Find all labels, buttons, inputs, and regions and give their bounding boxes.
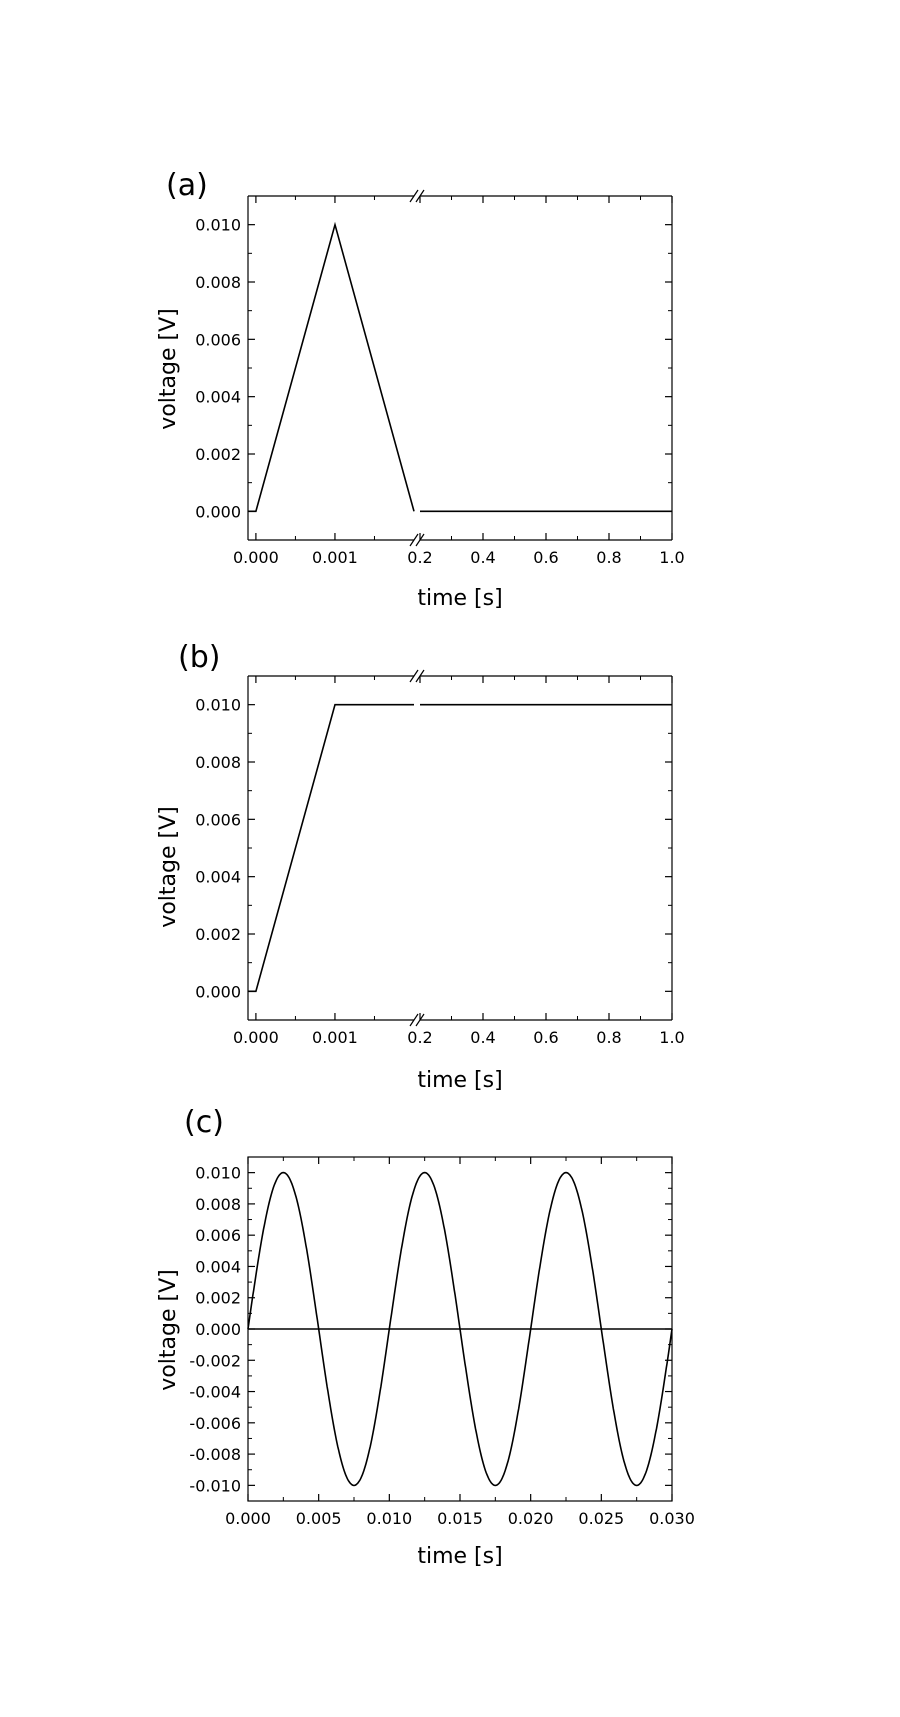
panel-c-xlabel: time [s] [417, 1544, 502, 1569]
panel-c-xtick-label: 0.015 [437, 1509, 483, 1528]
panel-a-ytick-label: 0.002 [195, 445, 241, 464]
panel-c-xtick-label: 0.005 [296, 1509, 342, 1528]
panel-b-ytick-label: 0.002 [195, 925, 241, 944]
panel-c-xtick-label: 0.025 [578, 1509, 624, 1528]
panel-a-xtick-label: 0.8 [596, 548, 621, 567]
panel-a-xlabel: time [s] [417, 586, 502, 611]
panel-a-ytick-label: 0.000 [195, 502, 241, 521]
panel-b-break-mark-top-0 [409, 669, 419, 683]
panel-a-xtick-label: 0.2 [407, 548, 432, 567]
panel-c-ytick-label: 0.008 [195, 1195, 241, 1214]
panel-c-ytick-label: 0.006 [195, 1226, 241, 1245]
panel-c-ytick-label: 0.010 [195, 1164, 241, 1183]
panel-c-ytick-label: 0.004 [195, 1257, 241, 1276]
panel-c-ytick-label: -0.010 [189, 1476, 241, 1495]
panel-b-xtick-label: 0.6 [533, 1028, 558, 1047]
panel-a-break-mark-bottom-0 [409, 533, 419, 547]
panel-a-ytick-label: 0.008 [195, 273, 241, 292]
panel-a-xtick-label: 0.4 [470, 548, 495, 567]
panel-a-ylabel: voltage [V] [156, 308, 181, 429]
panel-a-series-line-left [248, 221, 415, 513]
panel-b-xtick-label: 0.4 [470, 1028, 495, 1047]
panel-c-label: (c) [184, 1105, 224, 1140]
panel-a-xtick-label: 0.6 [533, 548, 558, 567]
panel-b-ytick-label: 0.004 [195, 868, 241, 887]
panel-b-ytick-label: 0.000 [195, 982, 241, 1001]
panel-a-ytick-label: 0.004 [195, 388, 241, 407]
panel-b-ytick-label: 0.006 [195, 810, 241, 829]
panel-a-label: (a) [166, 168, 208, 203]
panel-a-plot: 0.000 0.002 0.004 0.006 0.008 0.010 0.000 0.001… [195, 189, 685, 567]
panel-b-break-mark-bottom-0 [409, 1013, 419, 1027]
panel-b-ylabel: voltage [V] [156, 806, 181, 927]
panel-b-xtick-label: 0.8 [596, 1028, 621, 1047]
panel-a-xtick-label: 0.001 [312, 548, 358, 567]
panel-a-ytick-label: 0.006 [195, 330, 241, 349]
panel-c-ytick-label: -0.002 [189, 1351, 241, 1370]
panel-c-ytick-label: 0.000 [195, 1320, 241, 1339]
panel-c: (c) 0.010 0.008 0.006 0.004 0.002 0.000 -0.002… [156, 1105, 695, 1569]
panel-a-ytick-label: 0.010 [195, 216, 241, 235]
panel-a-xtick-label: 1.0 [659, 548, 684, 567]
panel-b-label: (b) [178, 640, 220, 675]
panel-c-ytick-label: -0.006 [189, 1414, 241, 1433]
panel-c-plot: 0.010 0.008 0.006 0.004 0.002 0.000 -0.002 -0.0… [189, 1156, 695, 1528]
panel-b-ytick-label: 0.010 [195, 696, 241, 715]
panel-b-xtick-label: 0.000 [233, 1028, 279, 1047]
panel-b-series-line-left [248, 703, 414, 993]
panel-a-break-mark-top-0 [409, 189, 419, 203]
panel-b-plot: 0.000 0.002 0.004 0.006 0.008 0.010 0.000 0.001… [195, 669, 685, 1047]
panel-a-xtick-label: 0.000 [233, 548, 279, 567]
panel-c-xtick-label: 0.010 [366, 1509, 412, 1528]
panel-c-xtick-label: 0.000 [225, 1509, 271, 1528]
panel-b-xtick-label: 0.2 [407, 1028, 432, 1047]
panel-c-xtick-label: 0.030 [649, 1509, 695, 1528]
panel-b-ytick-label: 0.008 [195, 753, 241, 772]
panel-c-xtick-label: 0.020 [508, 1509, 554, 1528]
panel-b-xlabel: time [s] [417, 1068, 502, 1093]
panel-c-ytick-label: 0.002 [195, 1289, 241, 1308]
panel-b-xtick-label: 1.0 [659, 1028, 684, 1047]
panel-c-ylabel: voltage [V] [156, 1269, 181, 1390]
panel-c-ytick-label: -0.004 [189, 1383, 241, 1402]
panel-b-xtick-label: 0.001 [312, 1028, 358, 1047]
panel-c-ytick-label: -0.008 [189, 1445, 241, 1464]
